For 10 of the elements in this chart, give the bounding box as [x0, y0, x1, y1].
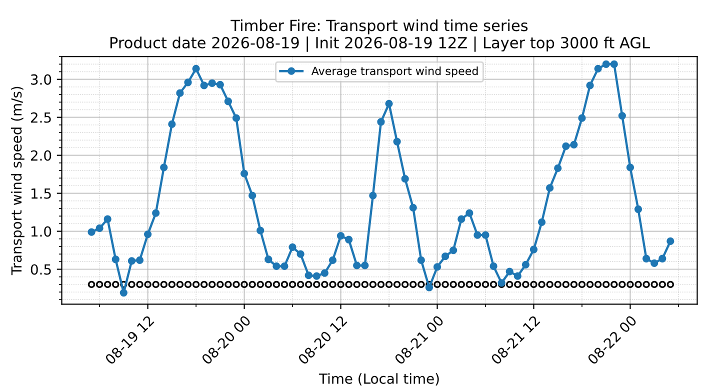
y-tick-label: 3.0 — [31, 74, 52, 85]
chart-title: Timber Fire: Transport wind time series Product date 2026-08-19 | Init 2026-08-19 12Z | Layer top 3000 ft AGL — [110, 19, 650, 52]
y-tick-label: 0.5 — [30, 264, 51, 275]
y-tick-label: 1.0 — [31, 226, 52, 237]
x-axis-title: Time (Local time) — [318, 373, 439, 386]
legend-label: Average transport wind speed — [311, 66, 478, 78]
y-axis-title: Transport wind speed (m/s) — [10, 86, 24, 276]
y-tick-label: 2.0 — [30, 150, 52, 161]
y-tick-label: 1.5 — [31, 188, 51, 199]
y-tick-label: 2.5 — [30, 112, 51, 123]
